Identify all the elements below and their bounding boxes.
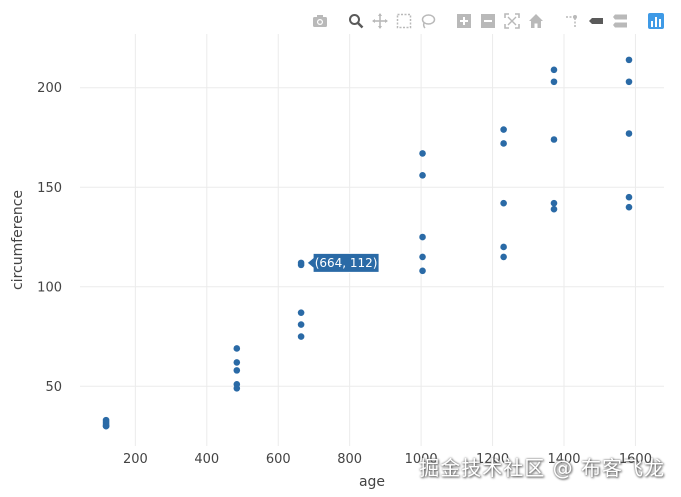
data-point[interactable]: [550, 199, 558, 207]
data-point[interactable]: [297, 333, 305, 340]
data-point[interactable]: [419, 150, 426, 157]
data-point[interactable]: [550, 66, 558, 74]
modebar: [309, 10, 667, 32]
data-point[interactable]: [297, 259, 305, 267]
y-tick-label: 50: [45, 380, 62, 395]
y-axis-ticks: 50 100 150 200: [37, 81, 62, 395]
y-axis-title: circumference: [10, 190, 26, 290]
data-point[interactable]: [419, 172, 426, 179]
data-point[interactable]: [233, 380, 241, 388]
data-point[interactable]: [419, 233, 426, 241]
hover-closest-icon[interactable]: [585, 10, 607, 32]
data-point[interactable]: [233, 359, 241, 366]
data-point[interactable]: [500, 126, 507, 133]
data-point[interactable]: [102, 422, 110, 430]
spike-lines-icon[interactable]: [561, 10, 583, 32]
data-point[interactable]: [419, 267, 426, 275]
y-tick-label: 200: [37, 81, 62, 96]
data-point[interactable]: [625, 56, 633, 64]
hover-label-box: [306, 252, 380, 273]
hover-compare-icon[interactable]: [609, 10, 631, 32]
autoscale-icon[interactable]: [501, 10, 523, 32]
watermark: 掘金技术社区 @ 布客飞龙: [419, 456, 665, 480]
data-point[interactable]: [419, 253, 426, 261]
box-select-icon[interactable]: [393, 10, 415, 32]
grid-lines: [80, 34, 664, 446]
zoom-icon[interactable]: [345, 10, 367, 32]
pan-icon[interactable]: [369, 10, 391, 32]
x-axis-ticks: 200 400 600 800 1000 1200 1400 1600: [123, 452, 652, 467]
x-tick-label: 200: [123, 452, 148, 467]
data-point[interactable]: [625, 203, 633, 211]
data-point[interactable]: [500, 253, 507, 261]
x-tick-label: 800: [337, 452, 362, 467]
data-point[interactable]: [550, 205, 558, 213]
data-point[interactable]: [625, 130, 633, 137]
hover-label-text: (664, 112): [315, 256, 378, 270]
x-tick-label: 1600: [619, 452, 652, 467]
x-tick-label: 1400: [547, 452, 580, 467]
zoom-out-icon[interactable]: [477, 10, 499, 32]
data-points: [102, 56, 633, 430]
data-point[interactable]: [625, 78, 633, 86]
data-point[interactable]: [102, 416, 110, 424]
data-point[interactable]: [297, 309, 305, 316]
camera-icon[interactable]: [309, 10, 331, 32]
lasso-select-icon[interactable]: [417, 10, 439, 32]
data-point[interactable]: [233, 345, 241, 352]
data-point[interactable]: [297, 321, 305, 328]
data-point[interactable]: [500, 199, 507, 207]
reset-axes-icon[interactable]: [525, 10, 547, 32]
plotly-logo-icon[interactable]: [645, 10, 667, 32]
zoom-in-icon[interactable]: [453, 10, 475, 32]
data-point[interactable]: [550, 136, 558, 143]
x-tick-label: 600: [266, 452, 291, 467]
hover-tooltip: (664, 112): [306, 252, 380, 273]
y-tick-label: 100: [37, 280, 62, 295]
x-tick-label: 400: [194, 452, 219, 467]
y-tick-label: 150: [37, 181, 62, 196]
data-point[interactable]: [233, 367, 241, 374]
data-point[interactable]: [500, 243, 507, 251]
x-tick-label: 1000: [405, 452, 438, 467]
data-point[interactable]: [625, 193, 633, 201]
x-tick-label: 1200: [476, 452, 509, 467]
data-point[interactable]: [550, 78, 558, 86]
x-axis-title: age: [359, 474, 385, 490]
data-point[interactable]: [500, 140, 507, 147]
